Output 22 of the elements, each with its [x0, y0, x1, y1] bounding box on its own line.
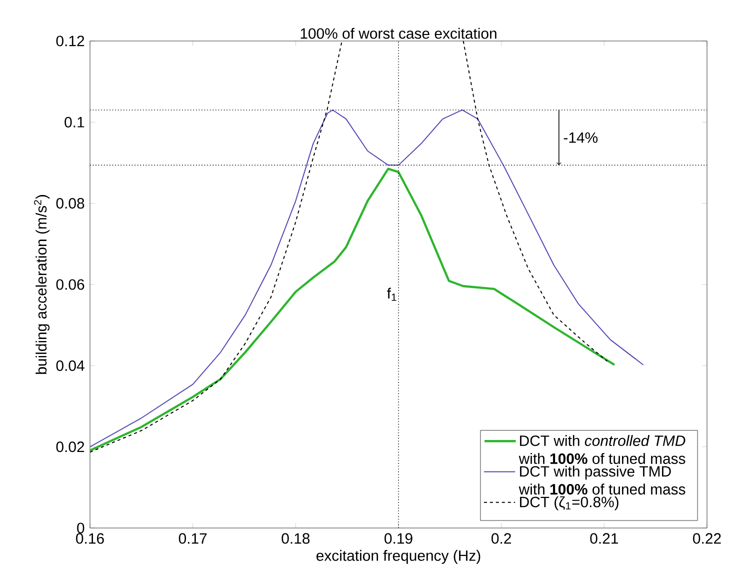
x-tick-label: 0.17	[178, 533, 207, 544]
x-tick-label: 0.19	[384, 533, 412, 544]
ref-line-label: 100% of worst case excitation	[300, 28, 496, 39]
x-tick-label: 0.18	[282, 533, 310, 544]
text: DCT with controlled TMD with 100% of tuned mass	[518, 435, 686, 464]
y-tick-label: 0.1	[64, 116, 84, 128]
annotation: -14%	[564, 132, 598, 143]
legend-label: DCT with passive TMD with 100% of tuned mass	[518, 466, 686, 495]
y-axis-title: building acceleration (m/s$^{2}$)	[34, 195, 50, 374]
y-tick-label: 0.02	[56, 442, 84, 452]
y-tick-label: 0.04	[56, 360, 84, 371]
x-tick-label: 0.16	[76, 533, 104, 544]
y-tick-label: 0.08	[56, 198, 84, 209]
x-tick-label: 0.2	[492, 533, 511, 544]
y-tick-label: 0.12	[56, 36, 84, 46]
annotation: f$_{1}$	[387, 288, 396, 301]
legend-label: DCT (ζ$_{1}$=0.8%)	[520, 496, 618, 510]
x-tick-label: 0.22	[693, 533, 721, 544]
y-tick-label: 0.06	[56, 279, 84, 290]
y-tick-label: 0	[77, 522, 84, 534]
x-axis-title: excitation frequency (Hz)	[316, 550, 480, 564]
x-tick-label: 0.21	[590, 533, 618, 544]
